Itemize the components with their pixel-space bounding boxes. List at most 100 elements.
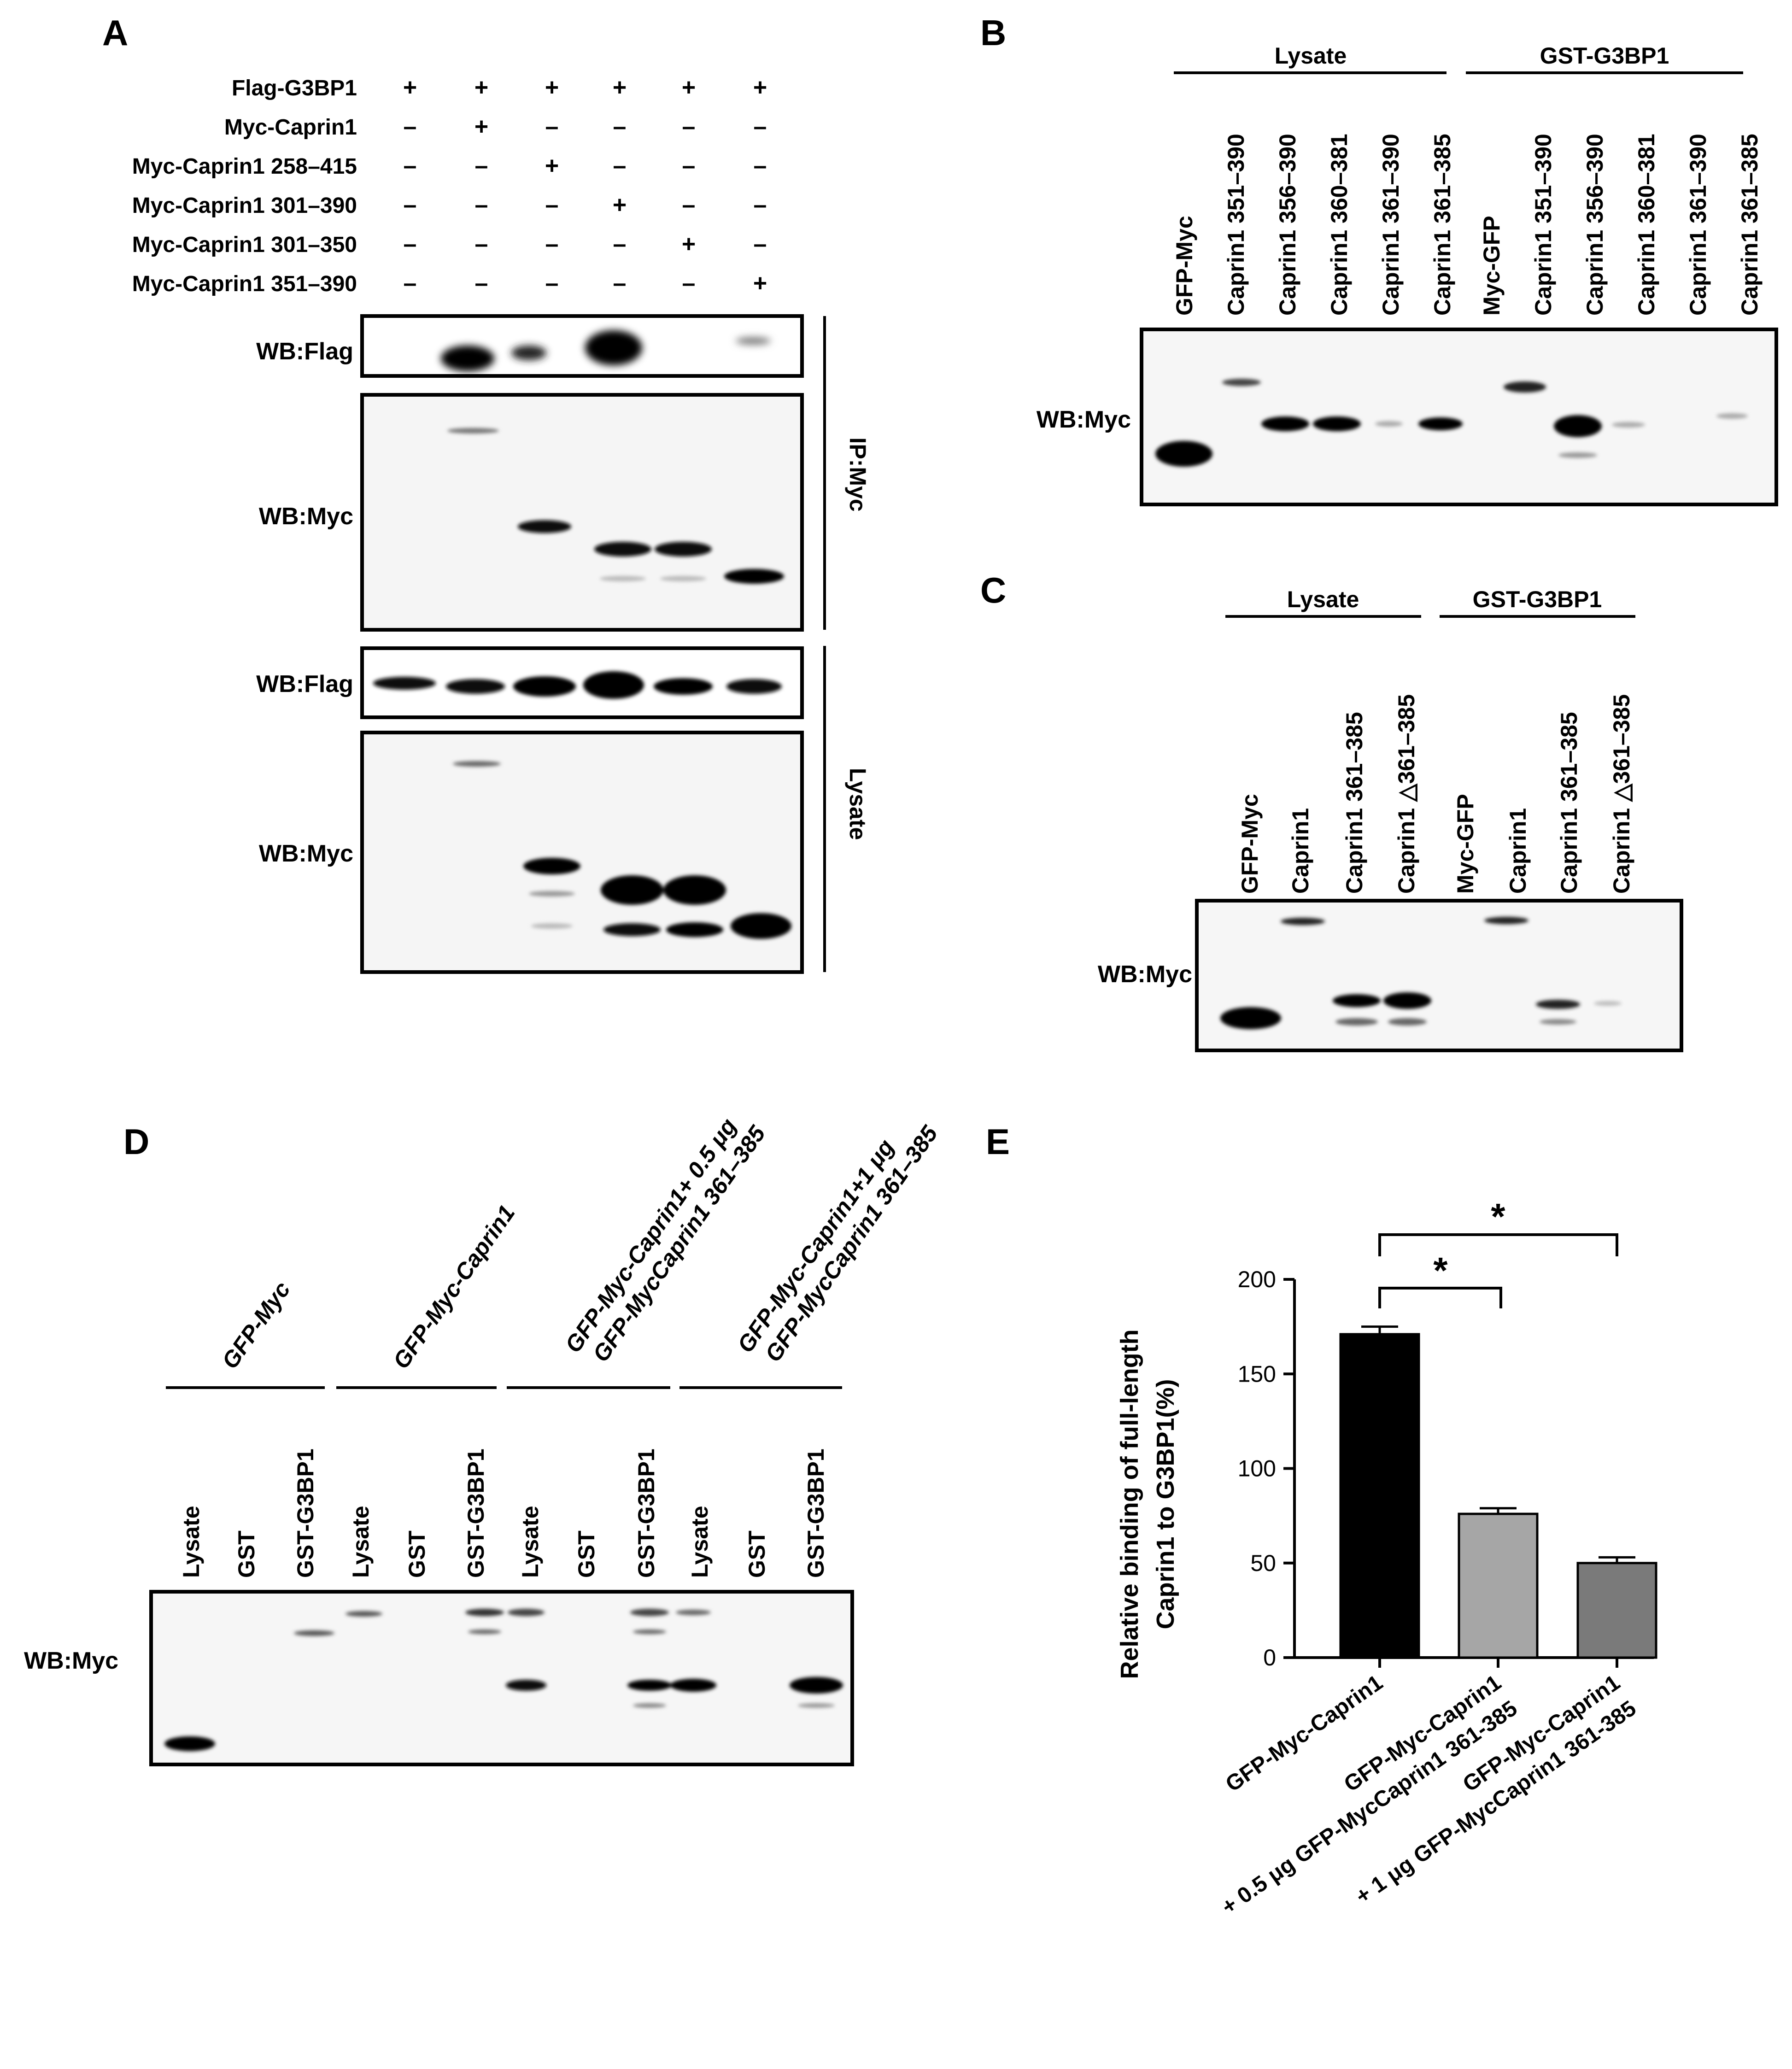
b-blot-frame <box>1140 328 1778 506</box>
a-sign-r0-c4: + <box>682 74 696 101</box>
a-sign-r0-c3: + <box>613 74 627 101</box>
d-lane-label-11: GST-G3BP1 <box>803 1448 829 1578</box>
d-blot-frame <box>149 1590 854 1766</box>
a-blot1-label: WB:Flag <box>256 338 353 365</box>
a-sign-r3-c1: – <box>475 192 488 218</box>
a-blot2-label: WB:Myc <box>259 503 353 530</box>
d-lane-label-8: GST-G3BP1 <box>633 1448 659 1578</box>
panel-a: A Flag-G3BP1 Myc-Caprin1 Myc-Caprin1 258… <box>102 12 871 974</box>
d-condition-label-1: GFP-Myc-Caprin1 <box>388 1201 520 1374</box>
b-lane-label-7: Caprin1 351–390 <box>1530 134 1556 316</box>
c-group-label-gst: GST-G3BP1 <box>1473 586 1602 612</box>
a-sign-r2-c2: + <box>545 152 559 179</box>
a-group-label-ip: IP:Myc <box>845 437 871 511</box>
b-lane-label-3: Caprin1 360–381 <box>1326 134 1352 316</box>
a-sign-r5-c1: – <box>475 270 488 297</box>
d-lane-label-3: Lysate <box>348 1506 374 1578</box>
d-lane-label-7: GST <box>574 1530 599 1578</box>
panel-c-letter: C <box>980 570 1006 610</box>
a-row-label-0: Flag-G3BP1 <box>232 76 357 100</box>
b-group-label-lysate: Lysate <box>1275 43 1347 69</box>
b-lane-label-9: Caprin1 360–381 <box>1634 134 1659 316</box>
e-sig-bracket-outer <box>1378 1233 1618 1256</box>
c-lane-label-2: Caprin1 361–385 <box>1341 712 1367 894</box>
d-lane-labels: Lysate GST GST-G3BP1 Lysate GST GST-G3BP1 Lysa… <box>178 1448 829 1578</box>
a-row-label-5: Myc-Caprin1 351–390 <box>132 272 357 296</box>
d-condition-label-2-line1: GFP-Myc-Caprin1+ 0.5 μg <box>560 1114 742 1357</box>
b-lane-label-8: Caprin1 356–390 <box>1582 134 1608 316</box>
a-sign-r3-c3: + <box>613 192 627 218</box>
b-lane-label-1: Caprin1 351–390 <box>1223 134 1249 316</box>
d-lane-label-10: GST <box>744 1530 770 1578</box>
a-sign-r5-c4: – <box>682 270 696 297</box>
d-condition-label-3-line1: GFP-Myc-Caprin1+1 μg <box>732 1135 899 1358</box>
a-sign-r2-c5: – <box>754 152 767 179</box>
a-sign-r3-c0: – <box>404 192 417 218</box>
a-blot4-bands <box>453 761 791 939</box>
a-sign-r4-c5: – <box>754 231 767 258</box>
a-sign-r3-c4: – <box>682 192 696 218</box>
a-sign-r0-c2: + <box>545 74 559 101</box>
c-blot-label: WB:Myc <box>1098 961 1192 988</box>
b-blot-label: WB:Myc <box>1037 406 1131 433</box>
a-sign-r4-c1: – <box>475 231 488 258</box>
a-group-label-lysate: Lysate <box>845 768 871 840</box>
b-lane-label-5: Caprin1 361–385 <box>1429 134 1455 316</box>
panel-e-letter: E <box>986 1121 1010 1162</box>
d-lane-label-5: GST-G3BP1 <box>463 1448 489 1578</box>
a-sign-r5-c0: – <box>404 270 417 297</box>
a-sign-r1-c0: – <box>404 113 417 140</box>
d-lane-label-6: Lysate <box>517 1506 543 1578</box>
a-sign-r5-c3: – <box>613 270 627 297</box>
a-sign-r3-c2: – <box>545 192 559 218</box>
a-sign-r5-c2: – <box>545 270 559 297</box>
panel-d-letter: D <box>123 1121 149 1162</box>
d-lane-label-9: Lysate <box>687 1506 713 1578</box>
a-sign-r2-c3: – <box>613 152 627 179</box>
e-y-tick-label-2: 100 <box>1238 1456 1276 1482</box>
e-chart-area: 050100150200GFP-Myc-Caprin1GFP-Myc-Capri… <box>1217 1266 1657 1919</box>
a-blot2-bands <box>447 428 784 584</box>
a-sign-r5-c5: + <box>753 270 767 297</box>
panel-b: B Lysate GST-G3BP1 GFP-Myc Caprin1 351–39… <box>980 12 1778 506</box>
b-lane-label-10: Caprin1 361–390 <box>1685 134 1711 316</box>
a-sign-r0-c5: + <box>753 74 767 101</box>
e-bar-0 <box>1339 1333 1420 1659</box>
c-lane-label-7: Caprin1 △361–385 <box>1609 694 1634 894</box>
e-y-tick-label-4: 200 <box>1238 1266 1276 1292</box>
panel-a-letter: A <box>102 12 128 53</box>
e-sig-star-outer: * <box>1491 1196 1505 1237</box>
a-sign-r3-c5: – <box>754 192 767 218</box>
a-blot3-bands <box>373 671 782 699</box>
d-lane-label-2: GST-G3BP1 <box>293 1448 318 1578</box>
b-lane-label-4: Caprin1 361–390 <box>1378 134 1404 316</box>
panel-c: C Lysate GST-G3BP1 GFP-Myc Caprin1 Caprin1… <box>980 570 1683 1052</box>
b-group-label-gst: GST-G3BP1 <box>1540 43 1669 69</box>
a-blot4-frame <box>360 731 804 974</box>
b-blot-bands <box>1155 379 1748 467</box>
a-sign-r0-c0: + <box>403 74 417 101</box>
e-y-axis-label-line1: Relative binding of full-length <box>1116 1330 1143 1679</box>
d-lane-label-4: GST <box>404 1530 430 1578</box>
b-lane-label-0: GFP-Myc <box>1171 216 1197 316</box>
a-blot2-frame <box>360 393 804 632</box>
a-sign-r1-c3: – <box>613 113 627 140</box>
c-blot-frame <box>1195 899 1683 1052</box>
a-sign-r1-c4: – <box>682 113 696 140</box>
a-sign-r1-c5: – <box>754 113 767 140</box>
a-row-label-3: Myc-Caprin1 301–390 <box>132 193 357 218</box>
e-bar-2 <box>1576 1562 1657 1659</box>
c-lane-labels: GFP-Myc Caprin1 Caprin1 361–385 Caprin1 △36… <box>1237 694 1634 894</box>
c-lane-label-3: Caprin1 △361–385 <box>1394 694 1419 894</box>
b-lane-labels: GFP-Myc Caprin1 351–390 Caprin1 356–390 Cap… <box>1171 134 1763 316</box>
a-blot3-label: WB:Flag <box>256 671 353 697</box>
a-sign-r0-c1: + <box>474 74 488 101</box>
e-sig-bracket-inner <box>1378 1287 1502 1308</box>
e-sig-star-inner: * <box>1433 1250 1448 1291</box>
e-y-tick-label-1: 50 <box>1250 1550 1276 1576</box>
a-row-label-1: Myc-Caprin1 <box>224 115 357 140</box>
a-sign-r4-c2: – <box>545 231 559 258</box>
d-blot-label: WB:Myc <box>24 1647 118 1674</box>
b-lane-label-6: Myc-GFP <box>1479 216 1505 316</box>
